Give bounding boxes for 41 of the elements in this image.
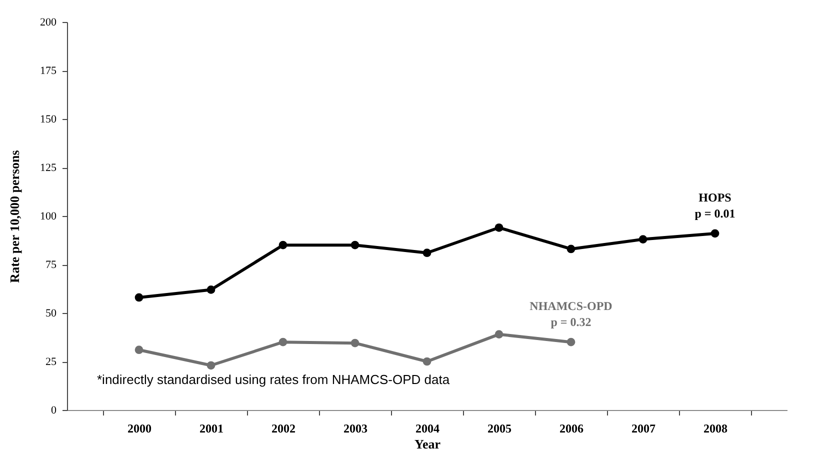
x-tick-label: 2006: [560, 422, 584, 436]
point: [422, 357, 432, 366]
x-tick-label: 2008: [704, 422, 728, 436]
point: [494, 223, 504, 232]
point: [350, 240, 360, 250]
x-axis-title: Year: [414, 436, 441, 452]
annotation: *indirectly standardised using rates from NHAMCS-OPD data: [97, 372, 450, 387]
text: HOPS: [698, 190, 732, 204]
text: NHAMCS-OPD: [530, 299, 613, 314]
y-tick-label: 100: [40, 210, 57, 222]
x-tick-label: 2003: [344, 422, 368, 436]
x-tick-label: 2002: [272, 422, 296, 436]
point: [278, 240, 288, 250]
y-axis-title: Rate per 10,000 persons: [7, 150, 22, 283]
x-tick-label: 2001: [200, 422, 224, 436]
y-tick-label: 50: [46, 308, 57, 320]
point: [566, 244, 576, 254]
point: [494, 330, 504, 339]
point: [350, 338, 360, 348]
x-tick-label: 2005: [488, 422, 512, 436]
y-tick-label: 75: [46, 259, 57, 271]
y-tick-label: 175: [40, 65, 57, 77]
point: [206, 286, 216, 294]
point: [134, 293, 144, 302]
y-tick-label: 125: [40, 162, 57, 174]
point: [134, 346, 144, 354]
point: [566, 338, 576, 346]
y-tick-label: 200: [40, 16, 57, 28]
y-tick-label: 25: [46, 356, 57, 368]
x-tick-label: 2007: [632, 422, 656, 436]
y-tick-label: 0: [51, 404, 57, 416]
point: [278, 338, 288, 346]
point: [206, 361, 216, 370]
annotation: p = 0.32: [550, 315, 592, 330]
annotation: p = 0.01: [694, 206, 736, 220]
point: [422, 248, 432, 258]
y-tick-label: 150: [40, 114, 57, 126]
x-tick-label: 2004: [416, 422, 440, 436]
point: [638, 235, 648, 244]
x-tick-label: 2000: [128, 422, 152, 436]
point: [710, 229, 720, 238]
